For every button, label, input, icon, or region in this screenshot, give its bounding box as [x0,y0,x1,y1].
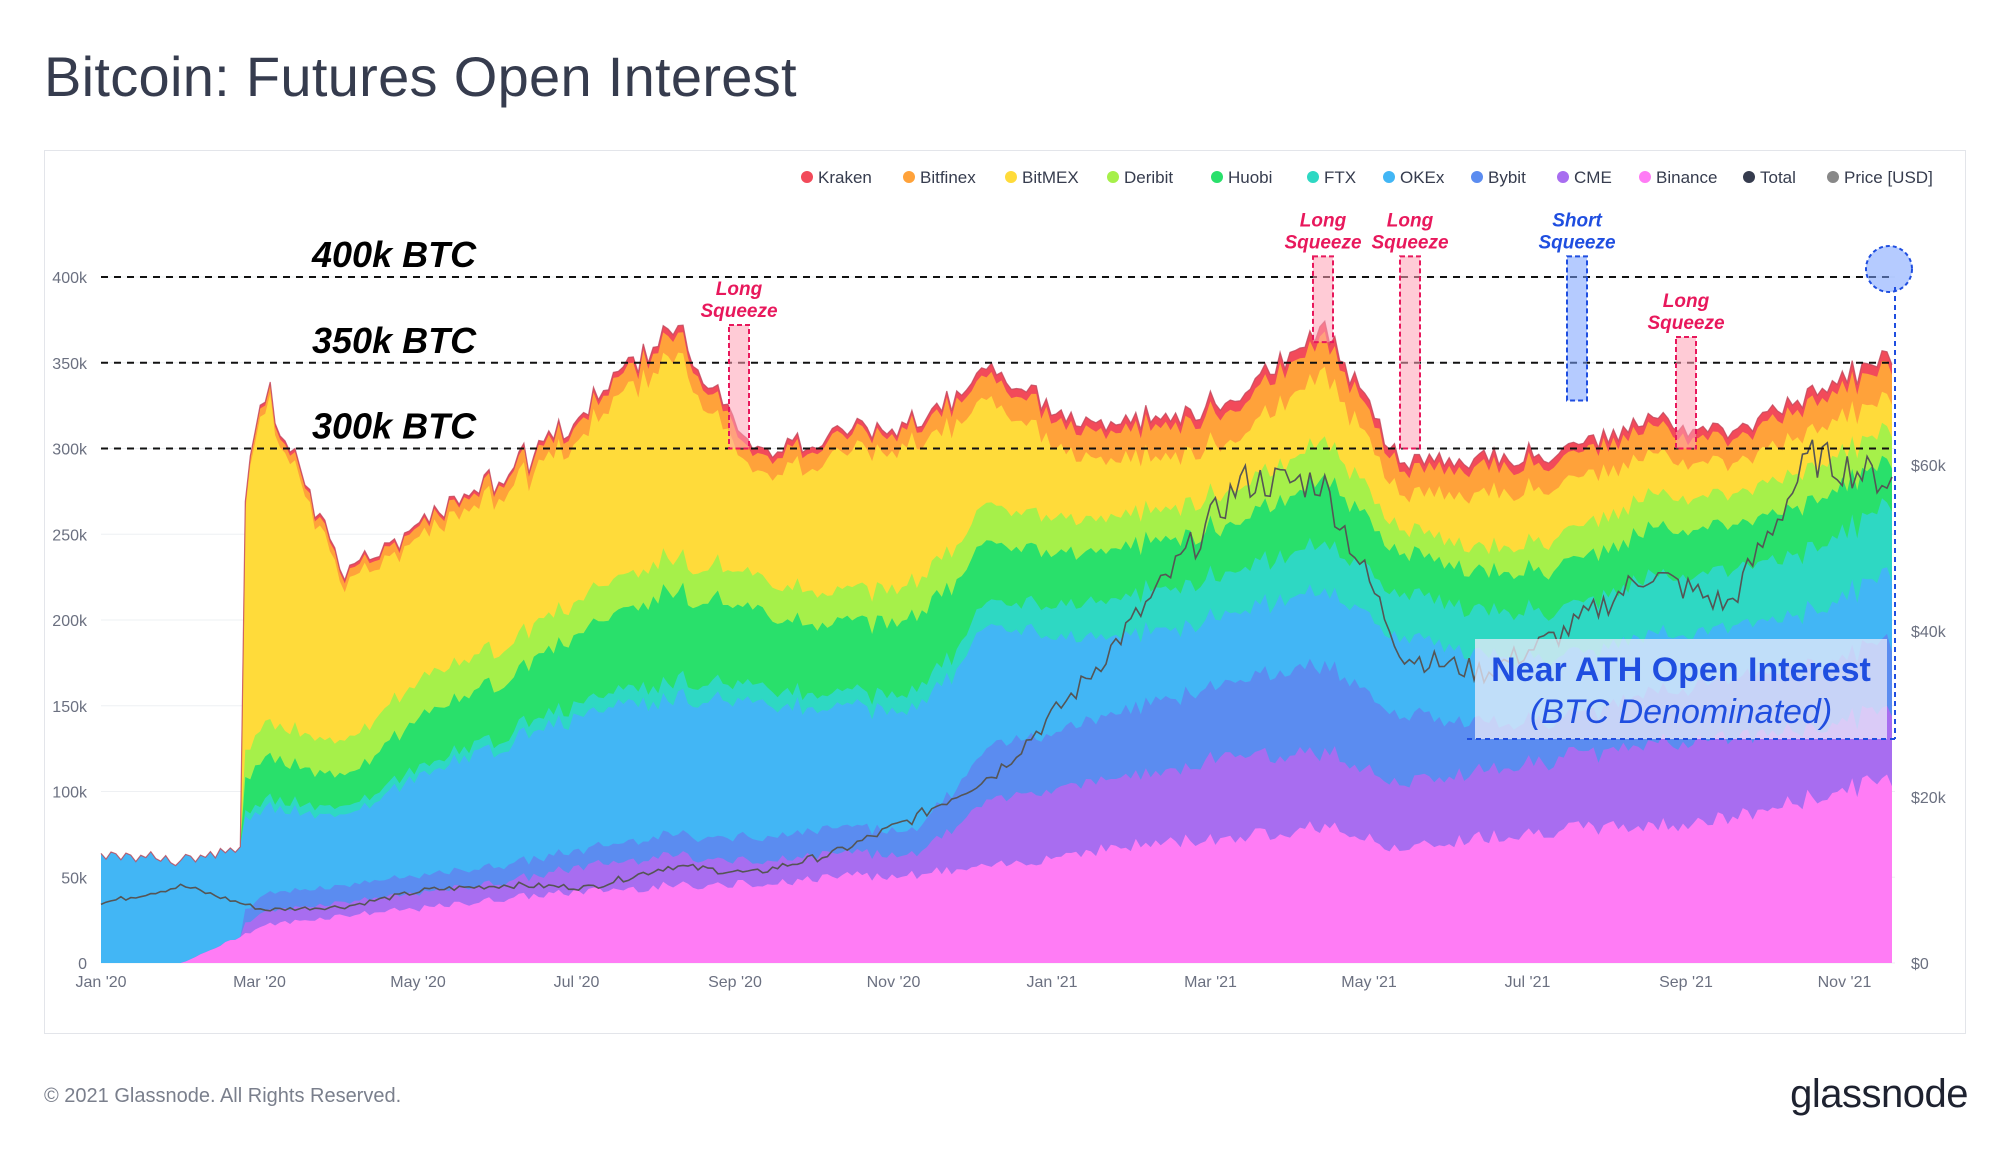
x-tick: Nov '21 [1818,974,1872,991]
legend-item: Binance [1656,168,1717,187]
legend-item: Deribit [1124,168,1173,187]
legend-marker [1307,171,1319,183]
footer-copyright: © 2021 Glassnode. All Rights Reserved. [44,1085,402,1107]
y-right-tick: $20k [1911,790,1947,807]
squeeze-label: Long [1387,210,1434,231]
reference-label: 400k BTC [311,234,477,275]
squeeze-label: Squeeze [1284,232,1362,253]
squeeze-label: Short [1552,210,1602,231]
legend-item: FTX [1324,168,1356,187]
x-tick: Nov '20 [867,974,921,991]
y-right-tick: $60k [1911,458,1947,475]
reference-label: 300k BTC [312,406,477,447]
legend-item: Total [1760,168,1796,187]
legend-item: CME [1574,168,1612,187]
area-binance [101,774,1892,963]
futures-open-interest-chart: glassnode KrakenBitfinexBitMEXDeribitHuo… [52,168,1946,991]
squeeze-annotations: LongSqueezeLongSqueezeLongSqueezeShortSq… [700,210,1913,450]
axes: 0 50k 100k 150k 200k 250k 300k 350k 400k $0 $20k $4… [52,270,1946,991]
y-left-tick: 250k [52,527,88,544]
y-left-tick: 200k [52,613,88,630]
legend-item: Huobi [1228,168,1272,187]
squeeze-label: Squeeze [1371,232,1449,253]
legend-marker [1471,171,1483,183]
squeeze-box [1399,255,1421,450]
legend-marker [903,171,915,183]
squeeze-label: Long [1663,291,1710,312]
x-tick: May '20 [390,974,446,991]
legend-marker [801,171,813,183]
x-tick: Mar '21 [1184,974,1237,991]
y-left-tick: 150k [52,699,88,716]
legend-item: Bybit [1488,168,1526,187]
squeeze-box [728,324,750,450]
legend-marker [1383,171,1395,183]
squeeze-label: Long [716,279,763,300]
squeeze-label: Squeeze [1538,232,1616,253]
total-line [100,319,1893,867]
legend-marker [1639,171,1651,183]
y-right-tick: $0 [1911,956,1929,973]
x-tick: Jan '21 [1026,974,1077,991]
x-tick: Jul '20 [554,974,600,991]
y-left-tick: 50k [61,870,88,887]
legend-marker [1827,171,1839,183]
callout-box [1475,639,1887,739]
ath-callout: Near ATH Open Interest (BTC Denominated) [1467,287,1896,740]
legend-item: Kraken [818,168,872,187]
squeeze-box [1675,336,1697,450]
y-left-tick: 400k [52,270,88,287]
legend-item: Price [USD] [1844,168,1933,187]
x-tick: Jan '20 [75,974,126,991]
x-tick: Sep '21 [1659,974,1713,991]
x-tick: Sep '20 [708,974,762,991]
page-title: Bitcoin: Futures Open Interest [44,45,797,108]
stacked-areas [100,319,1893,964]
legend-item: OKEx [1400,168,1445,187]
legend-marker [1005,171,1017,183]
legend-item: BitMEX [1022,168,1079,187]
x-tick: May '21 [1341,974,1397,991]
reference-label: 350k BTC [312,320,477,361]
price-line [100,439,1893,912]
legend-marker [1743,171,1755,183]
x-tick: Mar '20 [233,974,286,991]
chart-legend: Kraken Bitfinex BitMEX Deribit Huobi FTX OKEx B… [801,168,1933,187]
y-right-tick: $40k [1911,624,1947,641]
squeeze-box [1566,255,1588,402]
y-left-tick: 350k [52,356,88,373]
squeeze-label: Squeeze [700,301,778,322]
callout-subtitle: (BTC Denominated) [1530,693,1832,731]
y-left-tick: 0 [78,956,87,973]
chart-frame: glassnode KrakenBitfinexBitMEXDeribitHuo… [44,150,1966,1034]
price-line-group [100,439,1893,912]
squeeze-label: Squeeze [1647,313,1725,334]
y-left-tick: 300k [52,442,88,459]
legend-marker [1107,171,1119,183]
squeeze-box [1312,255,1334,344]
legend-marker [1557,171,1569,183]
reference-lines: 400k BTC 350k BTC 300k BTC [101,234,1895,450]
squeeze-label: Long [1300,210,1347,231]
legend-item: Bitfinex [920,168,976,187]
y-left-tick: 100k [52,785,88,802]
legend-marker [1211,171,1223,183]
footer-brand-logo: glassnode [1790,1072,1968,1116]
callout-title: Near ATH Open Interest [1491,651,1871,689]
ath-peak-marker [1865,245,1913,293]
x-tick: Jul '21 [1505,974,1551,991]
